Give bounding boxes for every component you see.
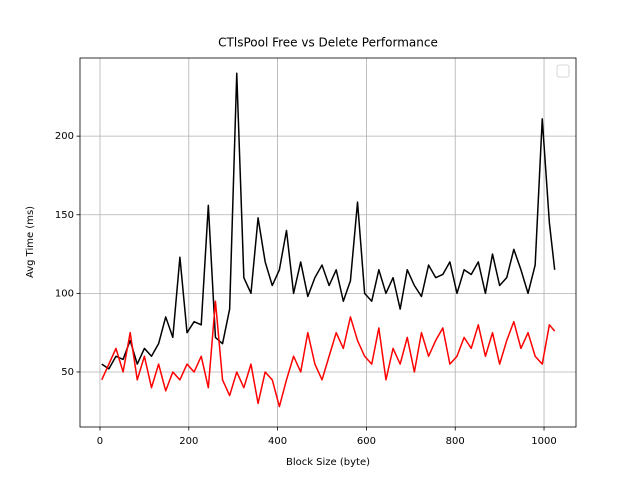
- x-tick-label: 800: [446, 436, 465, 447]
- x-tick-label: 400: [268, 436, 287, 447]
- plot-frame: [79, 57, 577, 428]
- y-tick-label: 50: [61, 367, 74, 378]
- y-tick-label: 150: [55, 210, 74, 221]
- y-tick-label: 200: [55, 131, 74, 142]
- x-tick-label: 200: [179, 436, 198, 447]
- y-tick-label: 100: [55, 288, 74, 299]
- x-axis-label: Block Size (byte): [286, 457, 370, 468]
- x-tick-label: 1000: [531, 436, 556, 447]
- legend-box: [556, 64, 570, 78]
- data-line: [101, 72, 556, 370]
- y-axis-label: Avg Time (ms): [25, 206, 36, 278]
- x-tick-label: 0: [97, 436, 103, 447]
- data-line: [101, 300, 556, 408]
- x-tick-label: 600: [357, 436, 376, 447]
- chart-title: CTlsPool Free vs Delete Performance: [218, 36, 438, 50]
